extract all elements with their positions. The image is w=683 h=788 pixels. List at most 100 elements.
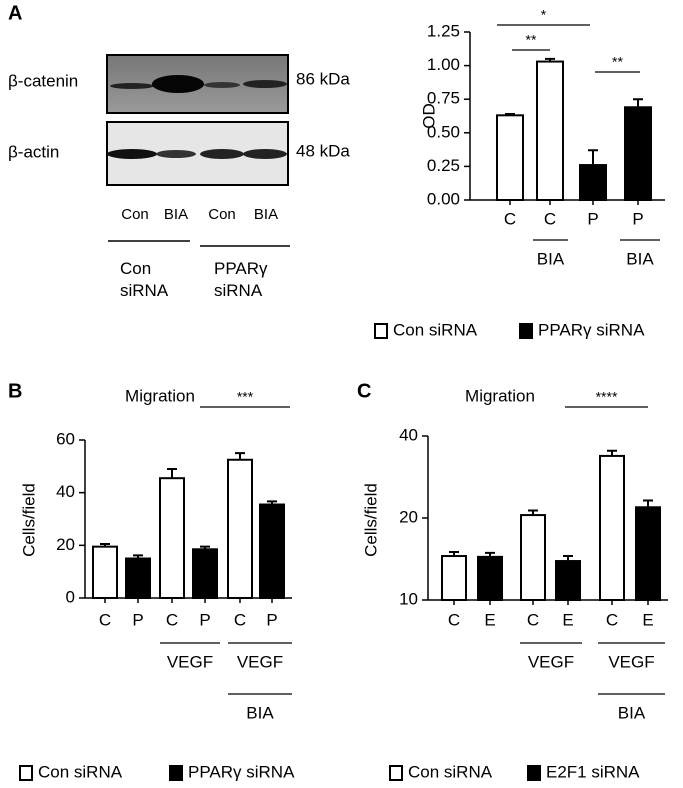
legend-swatch: [169, 765, 183, 781]
panel-label: B: [8, 380, 22, 402]
group-label: BIA: [246, 703, 274, 722]
band: [107, 149, 157, 159]
group-label: Con siRNA: [120, 259, 169, 300]
legend-label: Con siRNA: [408, 762, 493, 781]
error-bar: [588, 149, 598, 166]
legend-label: Con siRNA: [38, 762, 123, 781]
x-tick-label: E: [562, 610, 573, 629]
legend-label: PPARγ siRNA: [188, 762, 295, 781]
error-bar: [235, 452, 245, 460]
x-tick-label: P: [199, 610, 210, 629]
x-tick-label: P: [587, 209, 598, 228]
x-tick-label: C: [504, 209, 516, 228]
protein-label: β-catenin: [8, 71, 78, 90]
lane-label: BIA: [164, 206, 188, 223]
y-tick-label: 0.00: [427, 189, 460, 208]
error-bar: [267, 500, 277, 505]
bar: [159, 477, 185, 599]
band: [243, 80, 287, 88]
x-tick-label: C: [527, 610, 539, 629]
error-bar: [167, 467, 177, 479]
band: [110, 83, 154, 89]
legend-swatch: [519, 323, 533, 339]
group-label: BIA: [618, 703, 646, 722]
panel-label: A: [8, 2, 22, 24]
significance-label: ***: [237, 389, 254, 405]
error-bar: [528, 509, 538, 516]
bar: [536, 60, 564, 202]
x-tick-label: E: [642, 610, 653, 629]
legend-swatch: [374, 323, 388, 339]
y-tick-label: 0.50: [427, 122, 460, 141]
error-bar: [643, 499, 653, 508]
legend-label: E2F1 siRNA: [546, 762, 640, 781]
x-tick-label: E: [484, 610, 495, 629]
legend-label: Con siRNA: [393, 320, 478, 339]
bar: [192, 548, 218, 599]
x-tick-label: P: [632, 209, 643, 228]
error-bar: [200, 545, 210, 550]
band: [204, 82, 240, 88]
panel-label: C: [357, 380, 371, 402]
error-bar: [505, 112, 515, 116]
y-tick-label: 20: [56, 535, 75, 554]
y-tick-label: 1.00: [427, 55, 460, 74]
y-axis-label: Cells/field: [19, 483, 38, 557]
x-tick-label: P: [132, 610, 143, 629]
y-tick-label: 1.25: [427, 21, 460, 40]
size-label: 48 kDa: [296, 141, 350, 160]
y-tick-label: 0.25: [427, 156, 460, 175]
y-axis-label: Cells/field: [361, 483, 380, 557]
bar: [635, 506, 661, 601]
significance-label: ****: [596, 389, 618, 405]
group-label: VEGF: [528, 652, 574, 671]
chart-title: Migration: [465, 386, 535, 405]
significance-label: **: [526, 32, 537, 48]
group-label: VEGF: [237, 652, 283, 671]
bar: [624, 106, 652, 201]
y-tick-label: 40: [399, 425, 418, 444]
bar: [92, 545, 118, 600]
error-bar: [563, 555, 573, 562]
band: [243, 149, 287, 159]
group-label: PPARγ siRNA: [214, 259, 268, 300]
size-label: 86 kDa: [296, 69, 350, 88]
legend-label: PPARγ siRNA: [538, 320, 645, 339]
x-tick-label: C: [606, 610, 618, 629]
bar: [496, 114, 524, 201]
error-bar: [607, 449, 617, 456]
y-tick-label: 40: [56, 482, 75, 501]
x-tick-label: C: [544, 209, 556, 228]
band: [156, 150, 196, 158]
error-bar: [545, 57, 555, 62]
group-label: VEGF: [167, 652, 213, 671]
legend-swatch: [389, 765, 403, 781]
bar: [441, 555, 467, 601]
lane-label: Con: [121, 206, 149, 223]
error-bar: [449, 551, 459, 557]
bar: [599, 454, 625, 602]
bar: [259, 503, 285, 599]
bar: [579, 164, 607, 201]
lane-label: Con: [208, 206, 236, 223]
chart-title: Migration: [125, 386, 195, 405]
y-tick-label: 20: [399, 507, 418, 526]
y-tick-label: 0: [66, 587, 75, 606]
x-tick-label: C: [234, 610, 246, 629]
bar: [227, 458, 253, 599]
legend-swatch: [527, 765, 541, 781]
x-tick-label: P: [266, 610, 277, 629]
y-axis-label: OD: [419, 103, 438, 129]
group-label: VEGF: [608, 652, 654, 671]
protein-label: β-actin: [8, 142, 59, 161]
x-tick-label: C: [448, 610, 460, 629]
bar: [520, 514, 546, 602]
bar: [477, 555, 503, 602]
significance-label: *: [541, 7, 547, 23]
band: [200, 149, 244, 159]
error-bar: [133, 554, 143, 559]
y-tick-label: 60: [56, 429, 75, 448]
group-label: BIA: [537, 249, 565, 268]
